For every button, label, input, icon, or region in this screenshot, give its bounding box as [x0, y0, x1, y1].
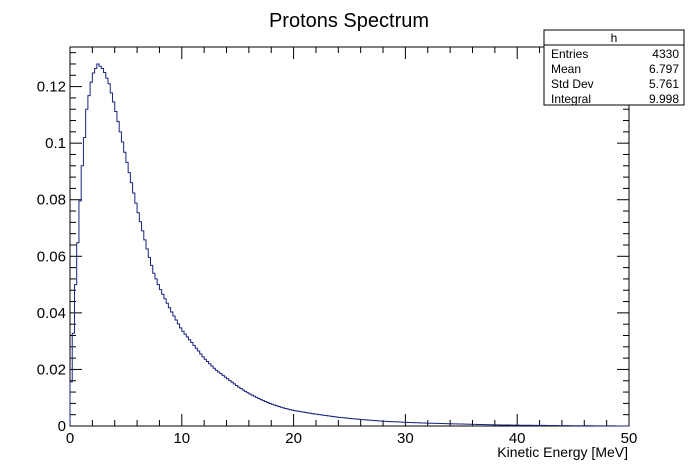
y-tick-label: 0.04 — [37, 305, 66, 322]
x-tick-label: 20 — [285, 430, 302, 447]
x-tick-label: 40 — [509, 430, 526, 447]
chart-title: Protons Spectrum — [269, 10, 429, 32]
stats-entries-label: Entries — [551, 47, 588, 61]
x-axis-title: Kinetic Energy [MeV] — [497, 444, 628, 460]
stats-entries-value: 4330 — [652, 47, 679, 61]
x-tick-label: 0 — [66, 430, 74, 447]
y-tick-label: 0.08 — [37, 192, 66, 209]
y-tick-label: 0 — [58, 418, 66, 435]
y-tick-label: 0.06 — [37, 248, 66, 265]
stats-stddev-label: Std Dev — [551, 77, 594, 91]
stats-integral-value: 9.998 — [649, 92, 679, 106]
y-tick-label: 0.02 — [37, 361, 66, 378]
x-tick-label: 50 — [621, 430, 638, 447]
histogram-series-line — [69, 63, 629, 427]
stats-mean-label: Mean — [551, 62, 581, 76]
stats-box: h Entries 4330 Mean 6.797 Std Dev 5.761 … — [543, 29, 685, 106]
y-axis-tick-labels: 0 0.02 0.04 0.06 0.08 0.1 0.12 — [37, 79, 66, 435]
stats-box-frame — [543, 29, 685, 106]
plot-frame — [69, 46, 630, 427]
x-tick-label: 10 — [173, 430, 190, 447]
y-tick-label: 0.12 — [37, 79, 66, 96]
y-axis-ticks — [70, 52, 629, 427]
stats-integral-label: Integral — [551, 92, 591, 106]
x-axis-tick-labels: 0 10 20 30 40 50 — [66, 430, 638, 447]
stats-stddev-value: 5.761 — [649, 77, 679, 91]
stats-box-name: h — [611, 31, 618, 45]
x-tick-label: 30 — [397, 430, 414, 447]
stats-mean-value: 6.797 — [649, 62, 679, 76]
y-tick-label: 0.1 — [45, 135, 66, 152]
